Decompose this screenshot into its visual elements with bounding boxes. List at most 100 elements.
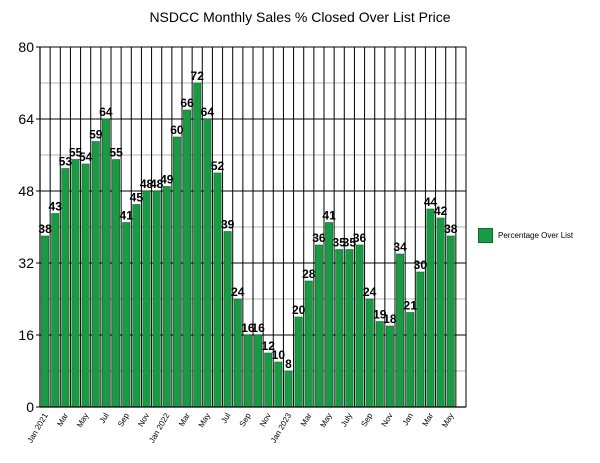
data-label: 60 <box>170 123 184 137</box>
data-label: 44 <box>424 195 438 209</box>
legend: Percentage Over List <box>478 228 573 243</box>
x-tick-label: Mar <box>299 411 314 428</box>
data-label: 49 <box>160 173 174 187</box>
x-tick-label: Nov <box>136 412 151 429</box>
legend-label: Percentage Over List <box>498 231 574 240</box>
data-label: 43 <box>49 200 63 214</box>
bar <box>51 213 60 408</box>
data-label: 48 <box>150 177 164 191</box>
data-label: 34 <box>393 240 407 254</box>
x-tick-label: May <box>440 412 455 430</box>
data-label: 38 <box>444 222 458 236</box>
data-label: 41 <box>120 209 134 223</box>
bar <box>294 316 303 408</box>
bar <box>132 204 141 408</box>
bar <box>385 325 394 408</box>
bar <box>243 334 252 408</box>
data-label: 52 <box>211 159 225 173</box>
data-label: 59 <box>89 128 103 142</box>
data-label: 36 <box>353 231 367 245</box>
data-label: 72 <box>191 69 205 83</box>
bar <box>112 159 121 408</box>
y-tick-label: 0 <box>26 399 34 415</box>
bar <box>101 118 110 408</box>
bar <box>81 163 90 408</box>
data-label: 28 <box>302 267 316 281</box>
x-tick-label: Jul <box>98 411 111 425</box>
x-tick-label: Jan 2021 <box>26 411 51 444</box>
data-label: 12 <box>262 339 276 353</box>
data-label: 18 <box>383 312 397 326</box>
x-tick-label: May <box>75 412 90 430</box>
x-tick-label: Sep <box>116 411 131 428</box>
y-tick-label: 16 <box>18 327 34 343</box>
data-label: 24 <box>363 285 377 299</box>
data-label: 48 <box>140 177 154 191</box>
bar <box>152 190 161 408</box>
data-label: 30 <box>414 258 428 272</box>
bar <box>162 186 171 408</box>
bar <box>416 271 425 408</box>
bar <box>426 208 435 408</box>
bar <box>284 370 293 408</box>
bar <box>71 159 80 408</box>
data-label: 16 <box>241 321 255 335</box>
bar <box>274 361 283 408</box>
bar <box>314 244 323 408</box>
bar <box>355 244 364 408</box>
data-label: 10 <box>272 348 286 362</box>
data-label: 64 <box>201 105 215 119</box>
bar <box>233 298 242 408</box>
data-label: 38 <box>38 222 52 236</box>
data-label: 16 <box>251 321 265 335</box>
x-tick-label: May <box>318 412 333 430</box>
x-tick-label: Mar <box>421 411 436 428</box>
data-label: 53 <box>59 155 73 169</box>
x-tick-label: May <box>197 412 212 430</box>
data-label: 64 <box>99 105 113 119</box>
bar <box>335 249 344 408</box>
x-tick-label: Mar <box>177 411 192 428</box>
data-label: 39 <box>221 218 235 232</box>
x-tick-label: Mar <box>55 411 70 428</box>
y-tick-label: 64 <box>18 111 34 127</box>
data-label: 35 <box>343 236 357 250</box>
bar <box>375 321 384 408</box>
data-label: 55 <box>69 146 83 160</box>
bar <box>446 235 455 408</box>
data-label: 21 <box>404 299 418 313</box>
bar <box>345 249 354 408</box>
bar <box>325 222 334 408</box>
data-label: 19 <box>373 308 387 322</box>
bar <box>304 280 313 408</box>
bar <box>183 109 192 408</box>
bar <box>91 141 100 408</box>
x-tick-label: July <box>339 412 354 429</box>
x-tick-label: Sep <box>238 411 253 428</box>
bar <box>223 231 232 408</box>
data-label: 66 <box>180 96 194 110</box>
data-label: 8 <box>285 357 292 371</box>
legend-swatch <box>478 228 493 243</box>
bar <box>122 222 131 408</box>
bar <box>213 172 222 408</box>
x-tick-label: Jul <box>219 411 232 425</box>
bar <box>193 82 202 408</box>
bar <box>142 190 151 408</box>
data-label: 42 <box>434 204 448 218</box>
bars <box>41 82 455 408</box>
x-tick-label: Jan <box>401 412 415 428</box>
grid <box>39 46 467 408</box>
bar <box>436 217 445 408</box>
data-label: 35 <box>333 236 347 250</box>
bar <box>41 235 50 408</box>
data-label: 36 <box>312 231 326 245</box>
y-tick-label: 80 <box>18 39 34 55</box>
data-labels: 3843535554596455414548484960667264523924… <box>38 69 457 371</box>
data-label: 45 <box>130 191 144 205</box>
x-tick-label: Sep <box>359 411 374 428</box>
data-label: 41 <box>322 209 336 223</box>
x-tick-label: Nov <box>258 412 273 429</box>
y-tick-label: 32 <box>18 255 34 271</box>
